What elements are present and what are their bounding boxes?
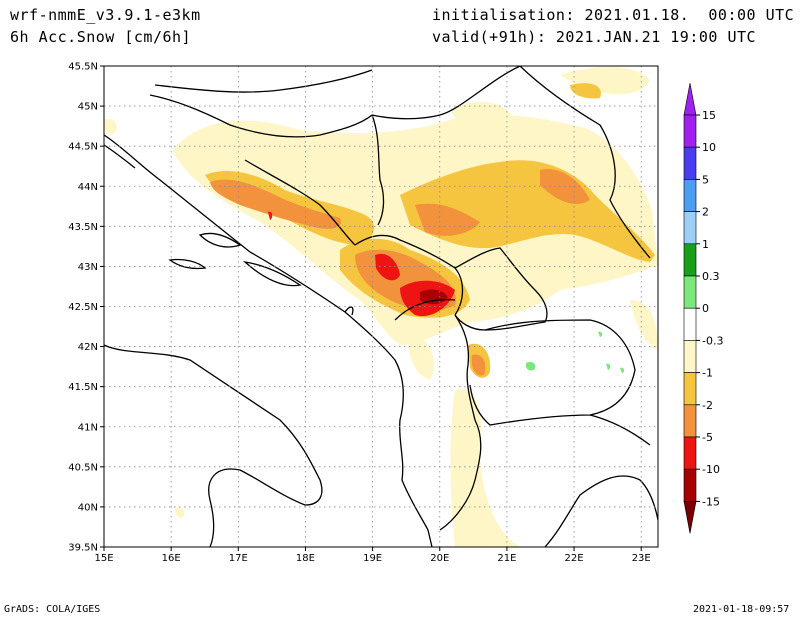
lat-label: 42.5N xyxy=(68,302,98,313)
lat-label: 41N xyxy=(78,422,98,433)
colorbar-label: 5 xyxy=(702,173,709,186)
map-gridlines xyxy=(104,66,658,547)
colorbar-swatch xyxy=(683,146,697,180)
lon-label: 17E xyxy=(229,553,248,564)
model-title: wrf-nmmE_v3.9.1-e3km xyxy=(10,6,201,24)
lon-label: 20E xyxy=(430,553,449,564)
colorbar-label: -5 xyxy=(702,431,713,444)
colorbar-label: -0.3 xyxy=(702,334,723,347)
lat-label: 44N xyxy=(78,182,98,193)
colorbar-label: 10 xyxy=(702,141,716,154)
kosovo-border xyxy=(454,247,548,331)
lat-label: 40.5N xyxy=(68,462,98,473)
colorbar-swatch xyxy=(683,179,697,212)
colorbar-label: 0.3 xyxy=(702,270,720,283)
colorbar-swatch xyxy=(683,275,697,309)
lon-label: 16E xyxy=(162,553,181,564)
lat-label: 40N xyxy=(78,502,98,513)
colorbar-swatch xyxy=(683,436,697,470)
colorbar-swatch xyxy=(683,307,697,341)
initialisation-time: initialisation: 2021.01.18. 00:00 UTC xyxy=(432,6,795,24)
colorbar-swatch xyxy=(683,114,697,148)
colorbar-label: 1 xyxy=(702,238,709,251)
montenegro-border xyxy=(354,234,464,316)
albania-north-border xyxy=(394,299,456,321)
lon-label: 19E xyxy=(363,553,382,564)
lat-label: 39.5N xyxy=(68,543,98,554)
island-hvar xyxy=(242,261,302,287)
colorbar-swatch xyxy=(683,340,697,373)
colorbar-swatch xyxy=(683,468,697,502)
colorbar-label: 2 xyxy=(702,206,709,219)
colorbar-swatch xyxy=(683,211,697,245)
lon-label: 15E xyxy=(94,553,113,564)
island-korcula xyxy=(168,258,207,270)
colorbar-label: -10 xyxy=(702,463,720,476)
lon-label: 22E xyxy=(565,553,584,564)
colorbar-top-arrow xyxy=(683,82,697,116)
lat-label: 43N xyxy=(78,262,98,273)
albania-east-border xyxy=(439,314,482,531)
croatia-coast-islands xyxy=(198,232,242,248)
snowfall-field xyxy=(104,66,658,547)
lat-label: 43.5N xyxy=(68,222,98,233)
bosnia-south-border xyxy=(244,159,356,246)
lon-label: 18E xyxy=(296,553,315,564)
greek-coast xyxy=(544,475,658,547)
colorbar-swatch xyxy=(683,404,697,438)
bulgaria-serbia-border xyxy=(519,66,651,259)
colorbar-label: -2 xyxy=(702,399,713,412)
lat-label: 44.5N xyxy=(68,142,98,153)
lon-label: 21E xyxy=(497,553,516,564)
macedonia-border xyxy=(469,319,636,426)
colorbar-swatch xyxy=(683,243,697,277)
montenegro-coast-detail xyxy=(344,306,354,316)
hungary-border xyxy=(154,69,373,93)
lat-label: 45N xyxy=(78,102,98,113)
colorbar: 15 10 5 2 1 0.3 0 -0.3 -1 -2 -5 -10 -15 xyxy=(683,82,723,534)
variable-title: 6h Acc.Snow [cm/6h] xyxy=(10,28,192,46)
colorbar-label: -1 xyxy=(702,367,713,380)
valid-time: valid(+91h): 2021.JAN.21 19:00 UTC xyxy=(432,28,757,46)
croatia-bosnia-border xyxy=(149,94,373,138)
colorbar-bottom-arrow xyxy=(683,501,697,534)
longitude-labels: 15E 16E 17E 18E 19E 20E 21E 22E 23E xyxy=(94,547,651,564)
adriatic-coast-east xyxy=(104,134,433,547)
grads-credit: GrADS: COLA/IGES xyxy=(4,604,101,615)
render-timestamp: 2021-01-18-09:57 xyxy=(693,604,790,615)
lat-label: 42N xyxy=(78,342,98,353)
serbia-border xyxy=(371,66,521,120)
map-borders xyxy=(104,66,658,547)
istria-coast xyxy=(104,144,136,169)
greece-border xyxy=(589,414,651,446)
snow-contour-positive xyxy=(525,331,625,373)
colorbar-label: 15 xyxy=(702,109,716,122)
lat-label: 41.5N xyxy=(68,382,98,393)
colorbar-label: 0 xyxy=(702,302,709,315)
snow-contour-extreme xyxy=(420,289,448,305)
bosnia-north-border xyxy=(371,114,385,226)
adriatic-coast-west xyxy=(104,344,323,547)
colorbar-label: -15 xyxy=(702,495,720,508)
latitude-labels: 45.5N 45N 44.5N 44N 43.5N 43N 42.5N 42N 41.5N 41N… xyxy=(68,62,104,554)
colorbar-swatch xyxy=(683,372,697,406)
lon-label: 23E xyxy=(632,553,651,564)
lat-label: 45.5N xyxy=(68,62,98,73)
